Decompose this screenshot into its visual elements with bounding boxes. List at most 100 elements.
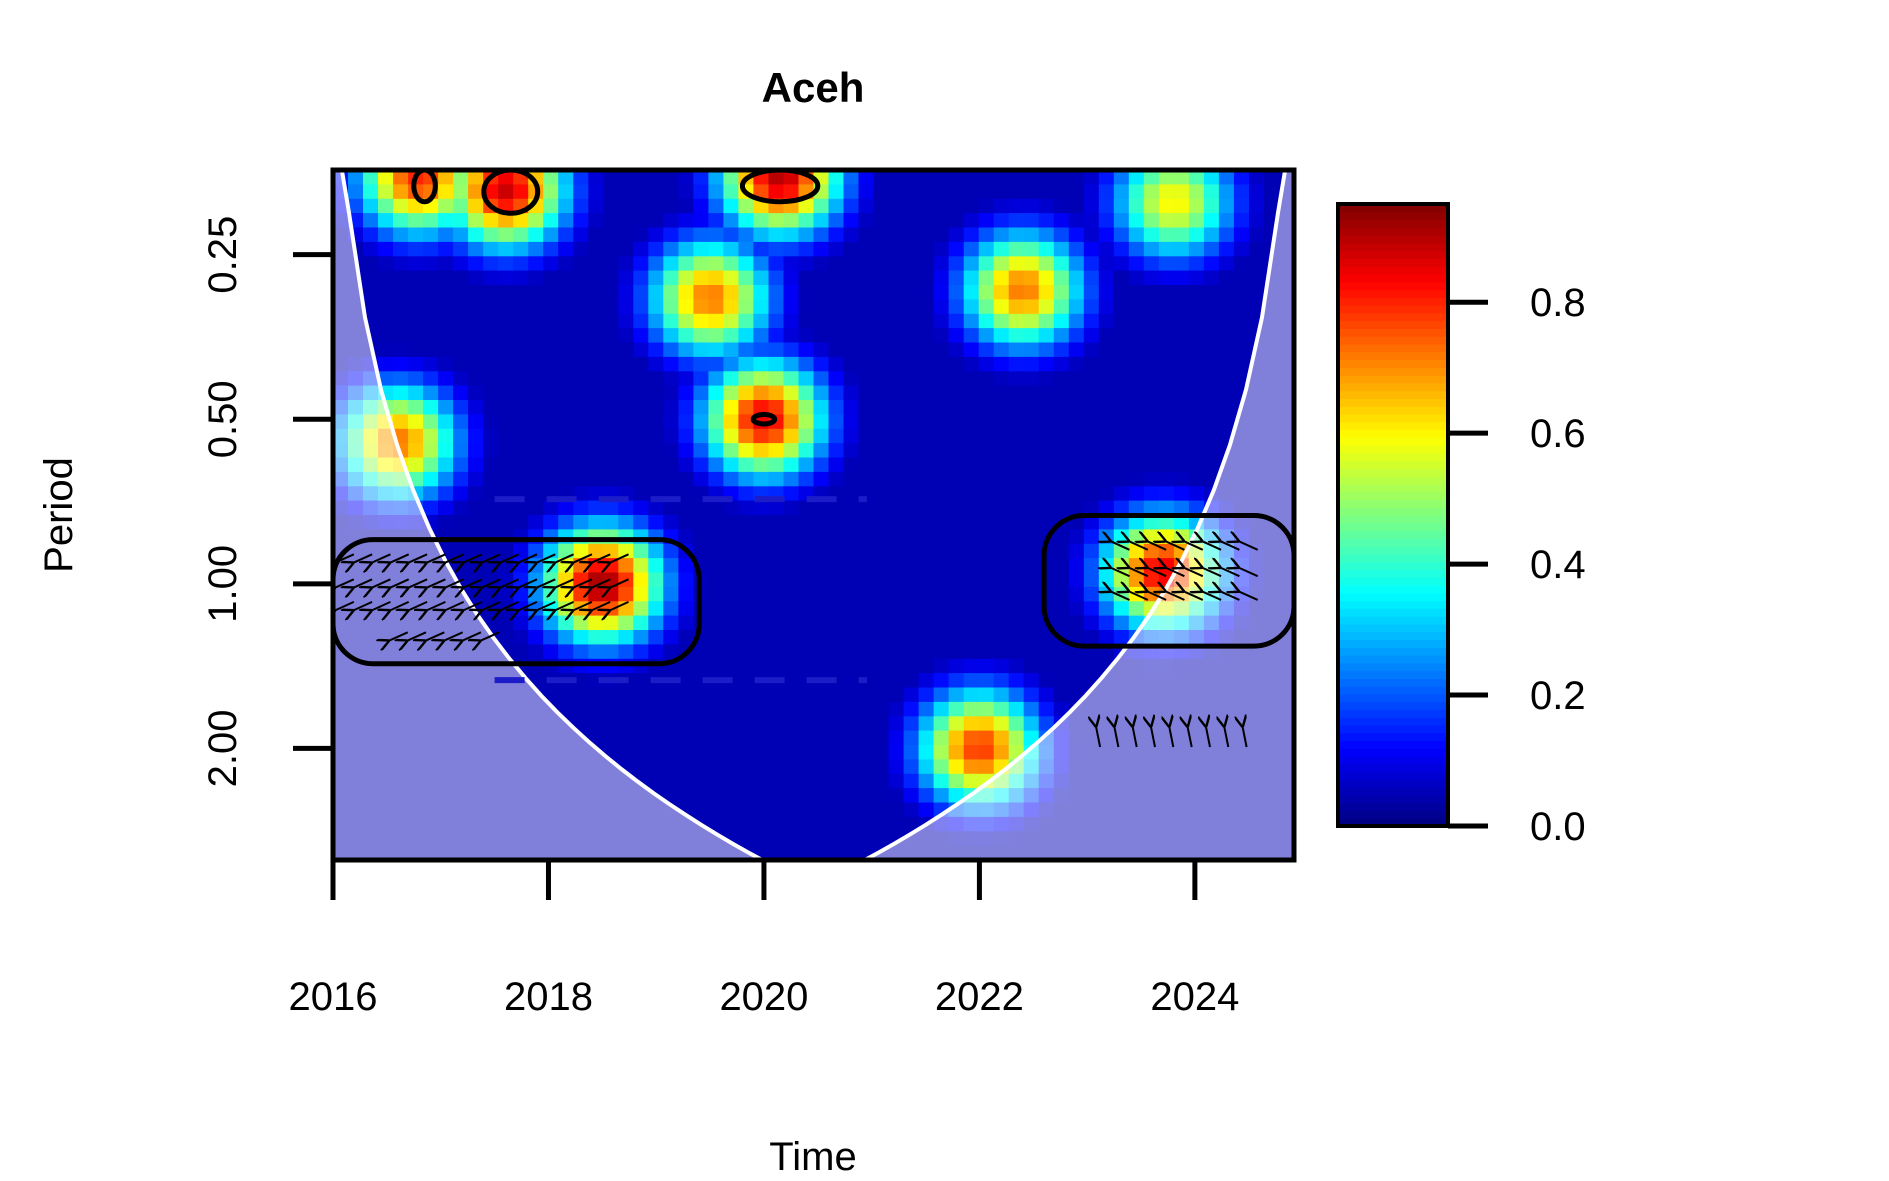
heat-cell <box>708 457 724 473</box>
heat-cell <box>543 256 559 272</box>
heat-cell <box>768 170 785 185</box>
heat-cell <box>438 299 454 315</box>
heat-cell <box>708 500 724 516</box>
heat-cell <box>813 356 830 372</box>
heat-cell <box>948 342 965 358</box>
y-tick-label: 1.00 <box>201 545 245 623</box>
heat-cell <box>873 515 890 530</box>
heat-cell <box>768 328 785 344</box>
heat-cell <box>948 285 965 300</box>
colorbar-segment <box>1338 592 1448 602</box>
heat-cell <box>648 213 664 229</box>
colorbar-segment <box>1338 476 1448 485</box>
heat-cell <box>933 356 950 372</box>
heat-cell <box>843 371 860 387</box>
heat-cell <box>798 313 815 329</box>
heat-cell <box>678 385 694 401</box>
heat-cell <box>453 486 469 502</box>
heat-cell <box>543 170 559 185</box>
heat-cell <box>873 730 890 746</box>
heat-cell <box>633 673 649 689</box>
heat-cell <box>948 385 965 401</box>
heat-cell <box>933 716 950 732</box>
heat-cell <box>363 299 379 315</box>
heat-cell <box>843 515 860 530</box>
heat-cell <box>933 241 950 257</box>
heat-cell <box>678 328 694 344</box>
heat-cell <box>528 471 544 487</box>
heat-cell <box>468 400 484 415</box>
heat-cell <box>588 500 604 516</box>
heat-cell <box>813 471 830 487</box>
heat-cell <box>858 443 875 459</box>
heat-cell <box>363 270 379 286</box>
heat-cell <box>468 371 484 387</box>
heat-cell <box>573 285 589 300</box>
heat-cell <box>933 687 950 703</box>
colorbar-segment <box>1338 662 1448 672</box>
heat-cell <box>618 342 634 358</box>
heat-cell <box>918 615 935 631</box>
heat-cell <box>888 213 905 229</box>
heat-cell <box>588 515 604 530</box>
heat-cell <box>723 371 739 387</box>
heat-cell <box>783 831 800 847</box>
heat-cell <box>828 443 845 459</box>
heat-cell <box>558 414 574 430</box>
heat-cell <box>498 213 514 229</box>
heat-cell <box>783 270 800 286</box>
heat-cell <box>408 313 424 329</box>
heat-cell <box>723 572 739 588</box>
heat-cell <box>708 342 724 358</box>
heat-cell <box>678 371 694 387</box>
heat-cell <box>903 385 920 401</box>
heat-cell <box>918 457 935 473</box>
heat-cell <box>633 601 649 617</box>
heat-cell <box>798 845 815 860</box>
heat-cell <box>498 285 514 300</box>
heat-cell <box>858 184 875 200</box>
heat-cell <box>588 400 604 415</box>
heat-cell <box>903 170 920 185</box>
heat-cell <box>768 802 785 818</box>
heat-cell <box>798 529 815 545</box>
y-axis-label: Period <box>37 457 81 573</box>
heat-cell <box>918 184 935 200</box>
heat-cell <box>633 371 649 387</box>
heat-cell <box>468 457 484 473</box>
heat-cell <box>633 414 649 430</box>
heat-cell <box>948 241 965 257</box>
heat-cell <box>573 572 589 588</box>
heat-cell <box>723 428 739 444</box>
heat-cell <box>753 428 769 444</box>
heat-cell <box>858 198 875 214</box>
heat-cell <box>378 371 394 387</box>
heat-cell <box>558 471 574 487</box>
heat-cell <box>933 630 950 645</box>
heat-cell <box>498 471 514 487</box>
heat-cell <box>648 227 664 243</box>
heat-cell <box>963 241 980 257</box>
heat-cell <box>723 586 739 602</box>
heat-cell <box>723 471 739 487</box>
heat-cell <box>633 515 649 530</box>
heat-cell <box>918 313 935 329</box>
heat-cell <box>918 170 935 185</box>
heat-cell <box>513 457 529 473</box>
heat-cell <box>918 630 935 645</box>
heat-cell <box>468 227 484 243</box>
heat-cell <box>798 644 815 660</box>
heat-cell <box>828 227 845 243</box>
heat-cell <box>693 773 709 789</box>
x-tick-label: 2020 <box>719 975 808 1019</box>
heat-cell <box>573 371 589 387</box>
heat-cell <box>903 256 920 272</box>
heat-cell <box>633 256 649 272</box>
heat-cell <box>453 198 469 214</box>
heat-cell <box>738 644 754 660</box>
heat-cell <box>753 816 769 832</box>
heat-cell <box>798 356 815 372</box>
heat-cell <box>738 342 754 358</box>
heat-cell <box>708 256 724 272</box>
heat-cell <box>933 730 950 746</box>
